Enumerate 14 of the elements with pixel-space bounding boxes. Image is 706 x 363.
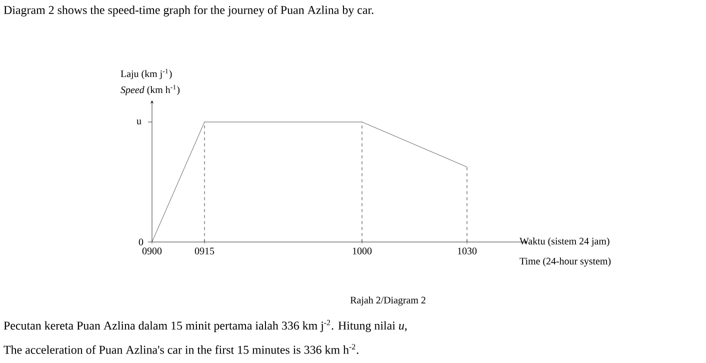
x-tick-label: 1030 [458, 248, 477, 254]
text: The acceleration of Puan Azlina's car in the first 15 minutes is 336 km h$^{-2}$. [4, 344, 358, 354]
text: u [136, 120, 142, 124]
y-axis-title: Laju (km j$^{-1}$) [120, 68, 172, 80]
text: Time (24-hour system) [520, 257, 611, 267]
text: 0 [138, 238, 144, 246]
chart-title: Diagram 2 shows the speed-time graph for the journey of Puan Azlina by car. [4, 6, 374, 17]
x-tick-label: 0900 [142, 248, 162, 254]
text: Pecutan kereta Puan Azlina dalam 15 minit pertama ialah 336 km j$^{-2}$. Hitung nilai u, [4, 320, 407, 332]
text: Speed (km h$^{-1}$) [120, 84, 180, 96]
text: Rajah 2/Diagram 2 [350, 296, 426, 306]
x-axis-title: Waktu (sistem 24 jam) [520, 237, 610, 247]
x-tick-label: 1000 [352, 248, 372, 254]
x-tick-label: 0915 [194, 248, 214, 254]
